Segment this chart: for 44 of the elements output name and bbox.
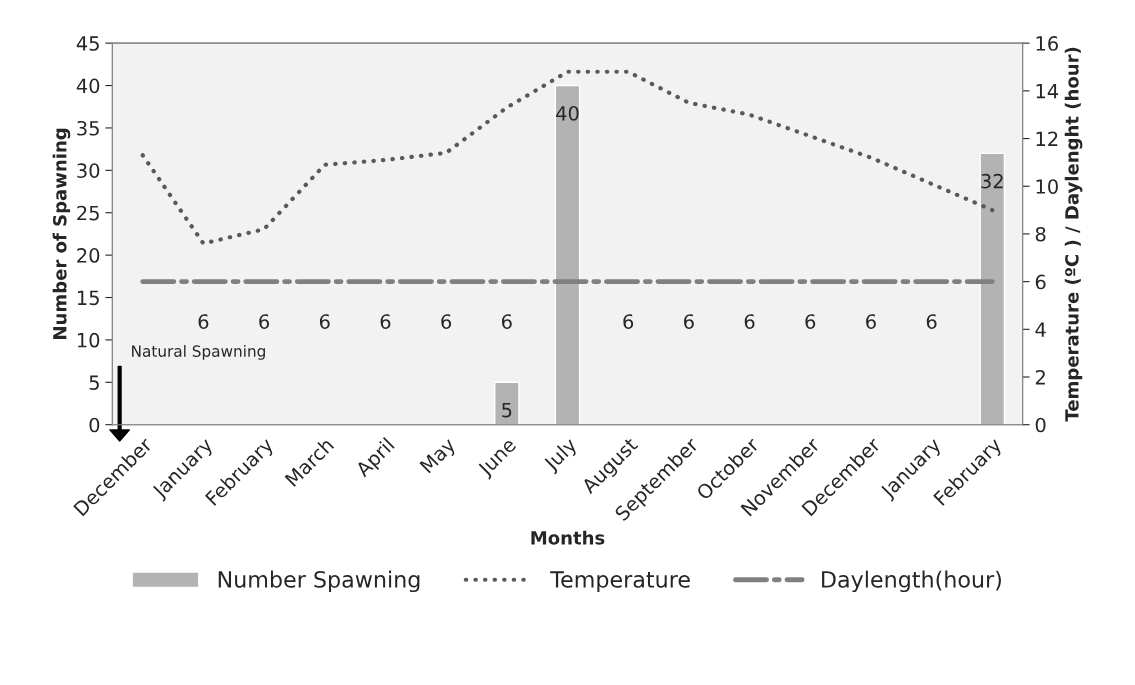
y2-tick-label: 2 <box>1035 369 1045 385</box>
y2-tick-label: 6 <box>1035 274 1046 290</box>
data-label: 6 <box>319 314 330 329</box>
y-tick-label: 40 <box>76 78 100 94</box>
data-label: 6 <box>198 314 209 329</box>
y-tick-label: 5 <box>89 375 99 390</box>
y-axis-title: Number of Spawning <box>52 128 71 339</box>
y-tick-label: 35 <box>77 120 99 136</box>
data-label: 6 <box>926 314 937 329</box>
data-label: 40 <box>556 105 579 121</box>
bar <box>979 152 1006 425</box>
y2-axis-title: Temperature (ºC ) / Daylenght (hour) <box>1064 47 1083 422</box>
data-label: 32 <box>981 173 1003 189</box>
y-tick-label: 0 <box>89 417 100 433</box>
bar <box>554 84 581 425</box>
annotation: Natural Spawning <box>132 345 265 360</box>
y2-tick-label: 4 <box>1035 322 1046 337</box>
x-axis-title: Months <box>531 530 605 545</box>
legend-label: Temperature <box>550 571 690 593</box>
y-tick-label: 25 <box>77 205 99 221</box>
data-label: 6 <box>805 314 816 329</box>
y2-tick-label: 14 <box>1036 84 1059 99</box>
y2-tick-label: 8 <box>1035 226 1046 242</box>
data-label: 6 <box>259 314 270 329</box>
data-label: 6 <box>441 314 452 329</box>
y-tick-label: 15 <box>77 290 99 306</box>
y-tick-label: 30 <box>77 163 100 178</box>
y2-tick-label: 12 <box>1036 131 1058 146</box>
legend-label: Number Spawning <box>218 570 420 593</box>
data-label: 6 <box>866 314 876 329</box>
y2-tick-label: 16 <box>1036 36 1058 51</box>
y-tick-label: 10 <box>77 332 100 348</box>
data-label: 6 <box>501 314 512 329</box>
data-label: 6 <box>623 314 634 329</box>
legend-label: Daylength(hour) <box>822 570 1001 593</box>
y-tick-label: 45 <box>76 36 99 51</box>
data-label: 5 <box>502 402 512 418</box>
data-label: 6 <box>380 314 391 329</box>
y-tick-label: 20 <box>77 248 100 263</box>
bar <box>493 381 520 425</box>
y2-tick-label: 0 <box>1035 417 1046 433</box>
y2-tick-label: 10 <box>1036 179 1058 194</box>
data-label: 6 <box>744 314 755 329</box>
data-label: 6 <box>684 314 694 329</box>
